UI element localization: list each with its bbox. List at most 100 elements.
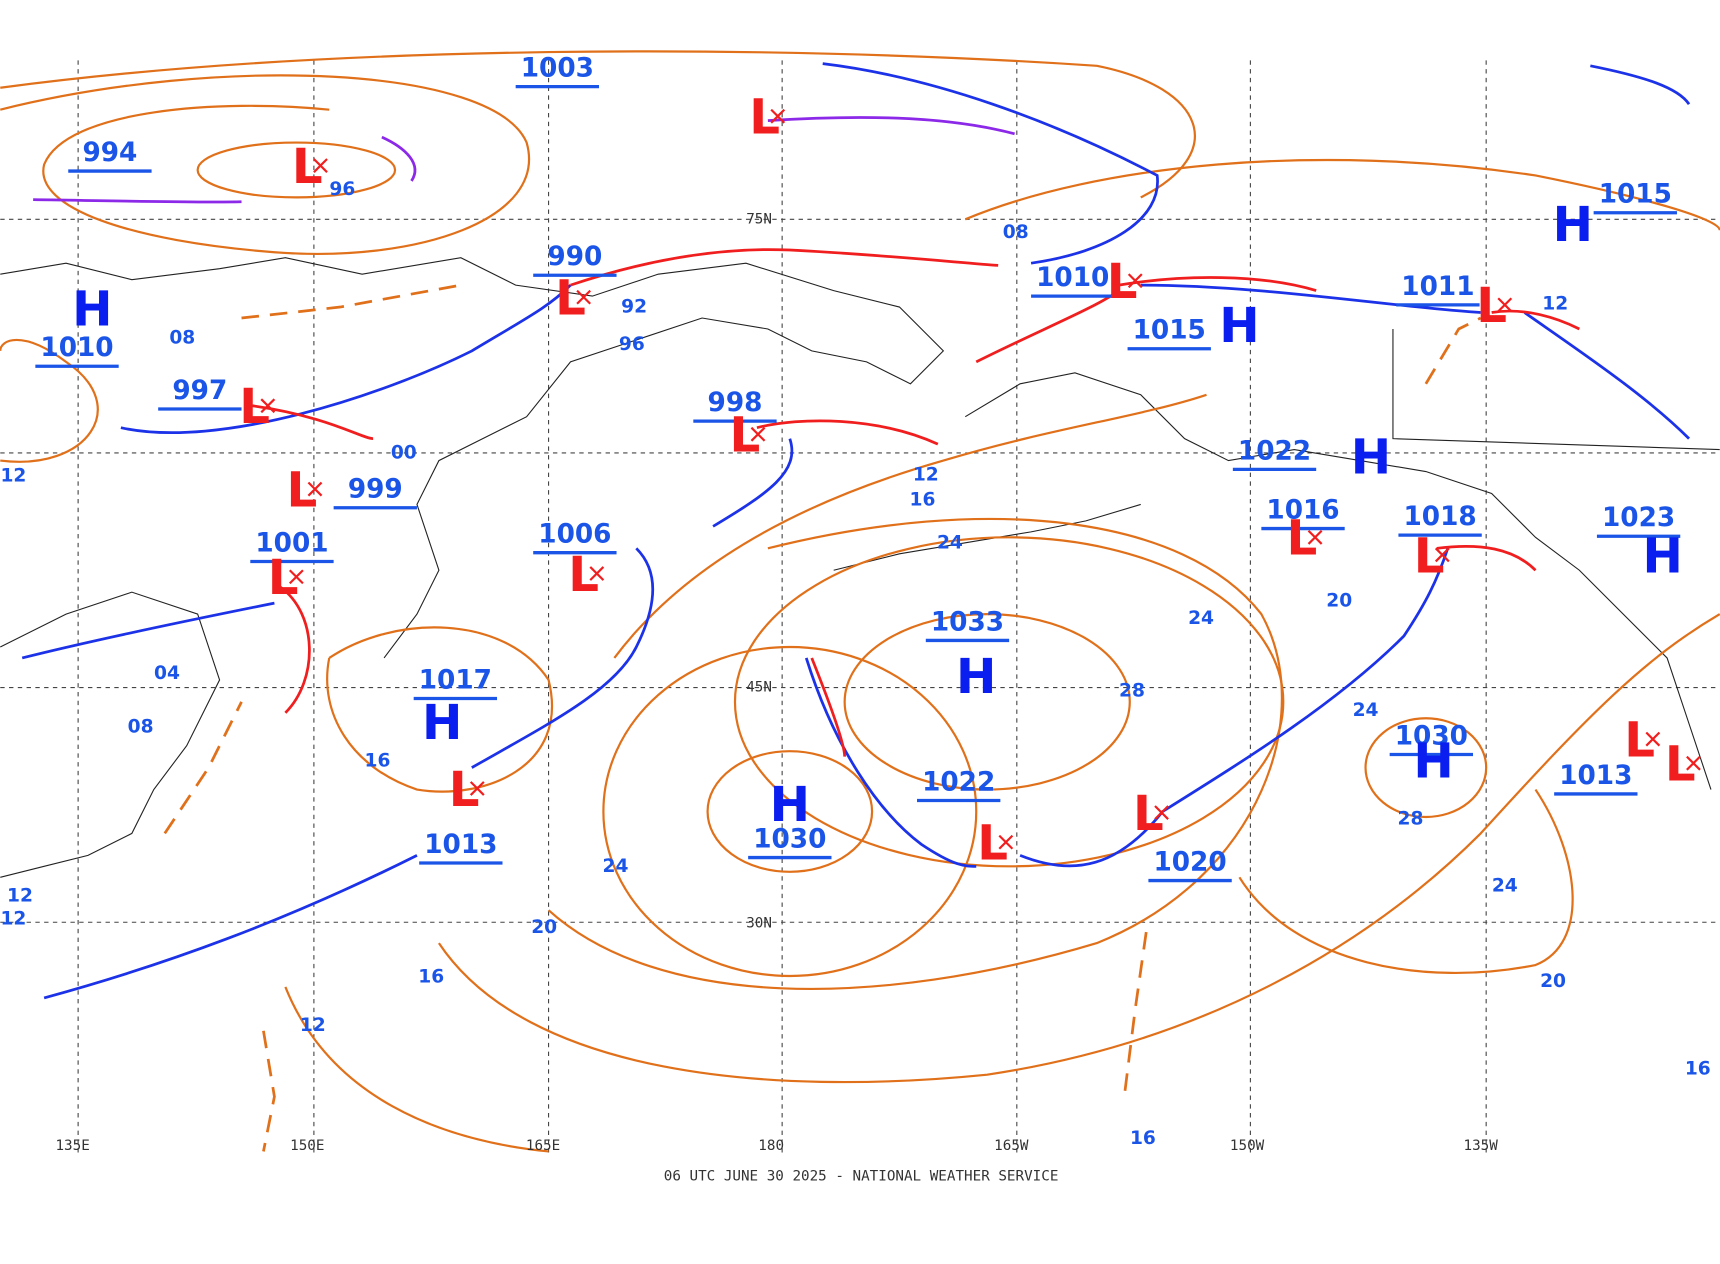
isobar [613, 393, 1207, 659]
central-pressure: 1013 [1559, 761, 1632, 791]
longitude-label: 135E [55, 1138, 89, 1154]
cold-front [1140, 283, 1481, 314]
isobar [1238, 788, 1574, 974]
isobar-value: 96 [329, 179, 355, 200]
isobar-value: 12 [913, 464, 939, 485]
isobar [0, 50, 1196, 199]
low-mark [288, 569, 304, 585]
central-pressure: 1010 [40, 333, 113, 363]
central-pressure: 990 [547, 242, 602, 272]
isobar [964, 158, 1720, 231]
isobar [706, 750, 874, 873]
isobar-value: 28 [1398, 809, 1424, 830]
low-mark [1686, 755, 1701, 771]
longitude-label: 180 [758, 1138, 784, 1154]
cold-front [804, 657, 977, 868]
isobar [326, 626, 554, 793]
warm-front [810, 657, 847, 757]
isobar-value: 20 [531, 917, 557, 938]
low-mark [576, 289, 592, 305]
high-center: H [1643, 528, 1683, 584]
isobar-value: 16 [910, 490, 936, 511]
isobar-value: 92 [621, 297, 647, 318]
isobar-value: 04 [154, 663, 180, 684]
warm-front [252, 404, 374, 441]
isobar-value: 12 [0, 908, 26, 929]
occluded-front [381, 135, 417, 182]
footer: 06 UTC JUNE 30 2025 - NATIONAL WEATHER S… [664, 1169, 1059, 1185]
isobar [733, 536, 1285, 868]
cold-front [120, 284, 572, 435]
longitude-label: 150E [290, 1138, 324, 1154]
isobar [843, 613, 1131, 791]
isobar-value: 08 [1003, 222, 1029, 243]
high-center: H [1219, 298, 1259, 354]
longitude-label: 150W [1230, 1138, 1265, 1154]
isobar-value: 20 [1326, 590, 1352, 611]
isobar-value: 16 [1130, 1128, 1156, 1149]
low-mark [469, 781, 485, 796]
grid [0, 60, 1720, 1157]
isobar [284, 986, 549, 1153]
isobar [547, 517, 1283, 991]
high-center: H [770, 777, 810, 833]
isobar-value: 24 [937, 532, 963, 553]
central-pressure: 1001 [255, 528, 328, 558]
isobar-value: 00 [391, 442, 417, 463]
central-pressure: 998 [708, 388, 763, 418]
cold-front [712, 438, 794, 528]
high-center: H [422, 695, 462, 751]
cold-front [21, 601, 275, 660]
trough [241, 283, 462, 320]
isobar-value: 28 [1119, 680, 1145, 701]
isobar [437, 613, 1720, 1084]
occluded-front [33, 198, 242, 204]
warm-front [1436, 545, 1537, 572]
isobar [196, 141, 397, 199]
isobar [1364, 717, 1488, 819]
cold-front [471, 547, 654, 769]
trough [262, 1030, 276, 1152]
trough [163, 701, 243, 835]
warm-front [756, 419, 939, 446]
central-pressure: 1020 [1153, 848, 1226, 878]
central-pressure: 1006 [538, 520, 611, 550]
isobar-value: 16 [365, 751, 391, 772]
cold-front [1523, 311, 1691, 440]
isobars [0, 50, 1720, 1153]
isobar-value: 12 [0, 465, 26, 486]
low-mark [1127, 273, 1143, 289]
warm-front [1491, 309, 1580, 331]
central-pressure: 1016 [1266, 496, 1339, 526]
warm-front [279, 585, 311, 714]
low-mark [1497, 297, 1513, 313]
central-pressure: 1022 [1238, 436, 1311, 466]
coastlines [0, 257, 1720, 878]
longitude-label: 165E [526, 1138, 560, 1154]
coastline [0, 591, 221, 878]
cold-front [1590, 64, 1691, 105]
isobar-value: 12 [300, 1015, 326, 1036]
isobar-value: 12 [1542, 293, 1568, 314]
central-pressure: 1015 [1599, 180, 1672, 210]
central-pressure: 999 [348, 475, 403, 505]
trough [1122, 931, 1148, 1097]
latitude-label: 30N [746, 915, 772, 931]
high-center: H [72, 282, 112, 338]
central-pressure: 1023 [1602, 503, 1675, 533]
low-mark [750, 426, 766, 442]
low-mark [313, 158, 328, 173]
coastline [964, 372, 1712, 790]
low-mark [589, 566, 605, 581]
low-mark [998, 834, 1014, 850]
isobar-value: 12 [7, 885, 33, 906]
isobar-value: 20 [1540, 971, 1566, 992]
central-pressure: 1013 [424, 830, 497, 860]
central-pressure: 1010 [1036, 263, 1109, 293]
central-pressure: 1018 [1404, 502, 1477, 532]
central-pressure: 1017 [419, 665, 492, 695]
high-center: H [1351, 430, 1391, 486]
central-pressure: 1030 [753, 825, 826, 855]
labels: 06 UTC JUNE 30 2025 - NATIONAL WEATHER S… [0, 54, 1710, 1185]
